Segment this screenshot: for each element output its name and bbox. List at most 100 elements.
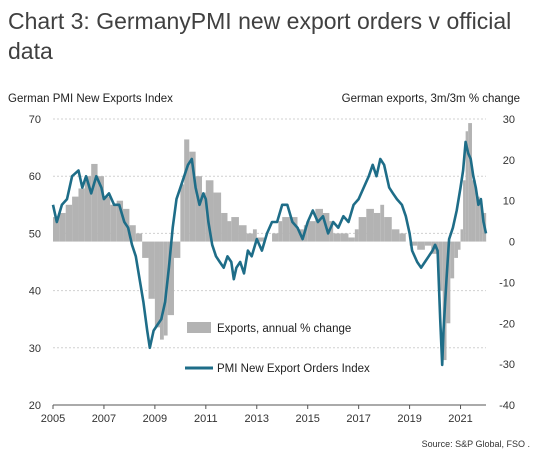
right-y-tick-label: 20 bbox=[503, 155, 515, 167]
x-tick-label: 2021 bbox=[448, 413, 472, 425]
right-y-tick-label: -10 bbox=[499, 277, 515, 289]
exports-bar bbox=[65, 204, 73, 242]
exports-bar bbox=[424, 241, 432, 246]
exports-bar bbox=[348, 237, 355, 242]
exports-bar bbox=[221, 212, 228, 242]
x-tick-label: 2009 bbox=[143, 413, 167, 425]
legend-label-pmi: PMI New Export Orders Index bbox=[217, 363, 370, 375]
axes: 2005 2007 2009 2011 2013 2015 2017 2019 2021 20 30… bbox=[29, 114, 515, 425]
exports-bar bbox=[213, 192, 222, 242]
legend-swatch-exports bbox=[187, 322, 211, 333]
exports-bar bbox=[231, 217, 239, 242]
exports-bar bbox=[391, 229, 400, 242]
exports-bar bbox=[78, 188, 85, 242]
x-tick-label: 2007 bbox=[92, 413, 116, 425]
x-tick-label: 2013 bbox=[245, 413, 269, 425]
exports-bar bbox=[103, 196, 111, 242]
exports-bar bbox=[479, 200, 483, 242]
left-y-tick-label: 70 bbox=[29, 114, 41, 126]
x-tick-label: 2017 bbox=[346, 413, 370, 425]
exports-bar bbox=[446, 241, 451, 324]
exports-bar bbox=[272, 233, 279, 242]
exports-bar bbox=[129, 225, 136, 242]
exports-bar bbox=[252, 229, 257, 242]
exports-bar bbox=[195, 176, 203, 242]
exports-bar bbox=[202, 192, 206, 242]
exports-bar bbox=[238, 225, 247, 242]
exports-bar bbox=[438, 241, 443, 291]
x-tick-label: 2005 bbox=[41, 413, 65, 425]
x-tick-label: 2011 bbox=[194, 413, 218, 425]
exports-bar bbox=[167, 241, 174, 316]
exports-bar bbox=[227, 221, 232, 242]
exports-bar bbox=[333, 233, 341, 242]
exports-bar bbox=[154, 241, 160, 328]
legend: Exports, annual % change PMI New Export O… bbox=[185, 322, 370, 375]
exports-bar bbox=[315, 208, 323, 242]
exports-bar bbox=[97, 176, 104, 242]
exports-bar bbox=[380, 204, 385, 242]
exports-bar bbox=[471, 180, 476, 242]
exports-bar bbox=[384, 217, 392, 242]
exports-bar bbox=[116, 200, 124, 242]
exports-bar bbox=[256, 237, 265, 242]
exports-bar bbox=[148, 241, 155, 299]
pmi-line-group bbox=[51, 140, 488, 367]
exports-bar bbox=[417, 241, 425, 250]
exports-bar bbox=[53, 217, 60, 242]
exports-bar bbox=[457, 241, 461, 250]
exports-bar bbox=[246, 233, 253, 242]
right-y-tick-label: -30 bbox=[499, 359, 515, 371]
exports-bar bbox=[159, 241, 164, 340]
x-tick-label: 2015 bbox=[295, 413, 319, 425]
exports-bar bbox=[463, 180, 466, 242]
exports-bar bbox=[468, 123, 472, 242]
exports-bar bbox=[409, 241, 418, 246]
exports-bar bbox=[358, 217, 367, 242]
exports-bar bbox=[205, 180, 214, 242]
exports-bar bbox=[475, 196, 480, 242]
source-note: Source: S&P Global, FSO . bbox=[421, 439, 530, 449]
exports-bar bbox=[307, 221, 316, 242]
exports-bar bbox=[454, 241, 458, 258]
left-axis-title: German PMI New Exports Index bbox=[8, 93, 173, 105]
left-y-tick-label: 20 bbox=[29, 400, 41, 412]
exports-bar bbox=[189, 151, 196, 242]
exports-bar bbox=[184, 139, 190, 242]
right-y-tick-label: 0 bbox=[509, 237, 515, 249]
left-y-tick-label: 30 bbox=[29, 343, 41, 355]
exports-bar bbox=[373, 212, 381, 242]
right-axis-title: German exports, 3m/3m % change bbox=[341, 93, 520, 105]
exports-bar bbox=[173, 241, 181, 258]
right-y-tick-label: 10 bbox=[503, 196, 515, 208]
exports-bar bbox=[135, 233, 143, 242]
exports-bar bbox=[84, 176, 92, 242]
legend-label-exports: Exports, annual % change bbox=[217, 323, 351, 335]
exports-bar bbox=[460, 229, 464, 242]
exports-bar bbox=[59, 212, 66, 242]
right-y-tick-label: 30 bbox=[503, 114, 515, 126]
exports-bar bbox=[282, 217, 290, 242]
exports-bar bbox=[340, 233, 349, 242]
exports-bar bbox=[91, 163, 98, 242]
right-y-tick-label: -40 bbox=[499, 400, 515, 412]
exports-bar bbox=[303, 225, 308, 242]
exports-bar bbox=[465, 131, 469, 242]
left-y-tick-label: 50 bbox=[29, 228, 41, 240]
exports-bar bbox=[366, 208, 374, 242]
x-tick-label: 2019 bbox=[397, 413, 421, 425]
exports-bar bbox=[142, 241, 149, 258]
right-y-tick-label: -20 bbox=[499, 318, 515, 330]
chart-title: Chart 3: GermanyPMI new export orders v … bbox=[8, 8, 512, 64]
pmi-line bbox=[51, 140, 488, 367]
exports-bar bbox=[329, 221, 334, 242]
exports-bar bbox=[354, 229, 359, 242]
exports-bar bbox=[289, 217, 298, 242]
exports-bar bbox=[180, 184, 185, 242]
left-y-tick-label: 60 bbox=[29, 171, 41, 183]
left-y-tick-label: 40 bbox=[29, 286, 41, 298]
exports-bar bbox=[450, 241, 455, 279]
exports-bar bbox=[72, 196, 79, 242]
exports-bar bbox=[278, 221, 283, 242]
